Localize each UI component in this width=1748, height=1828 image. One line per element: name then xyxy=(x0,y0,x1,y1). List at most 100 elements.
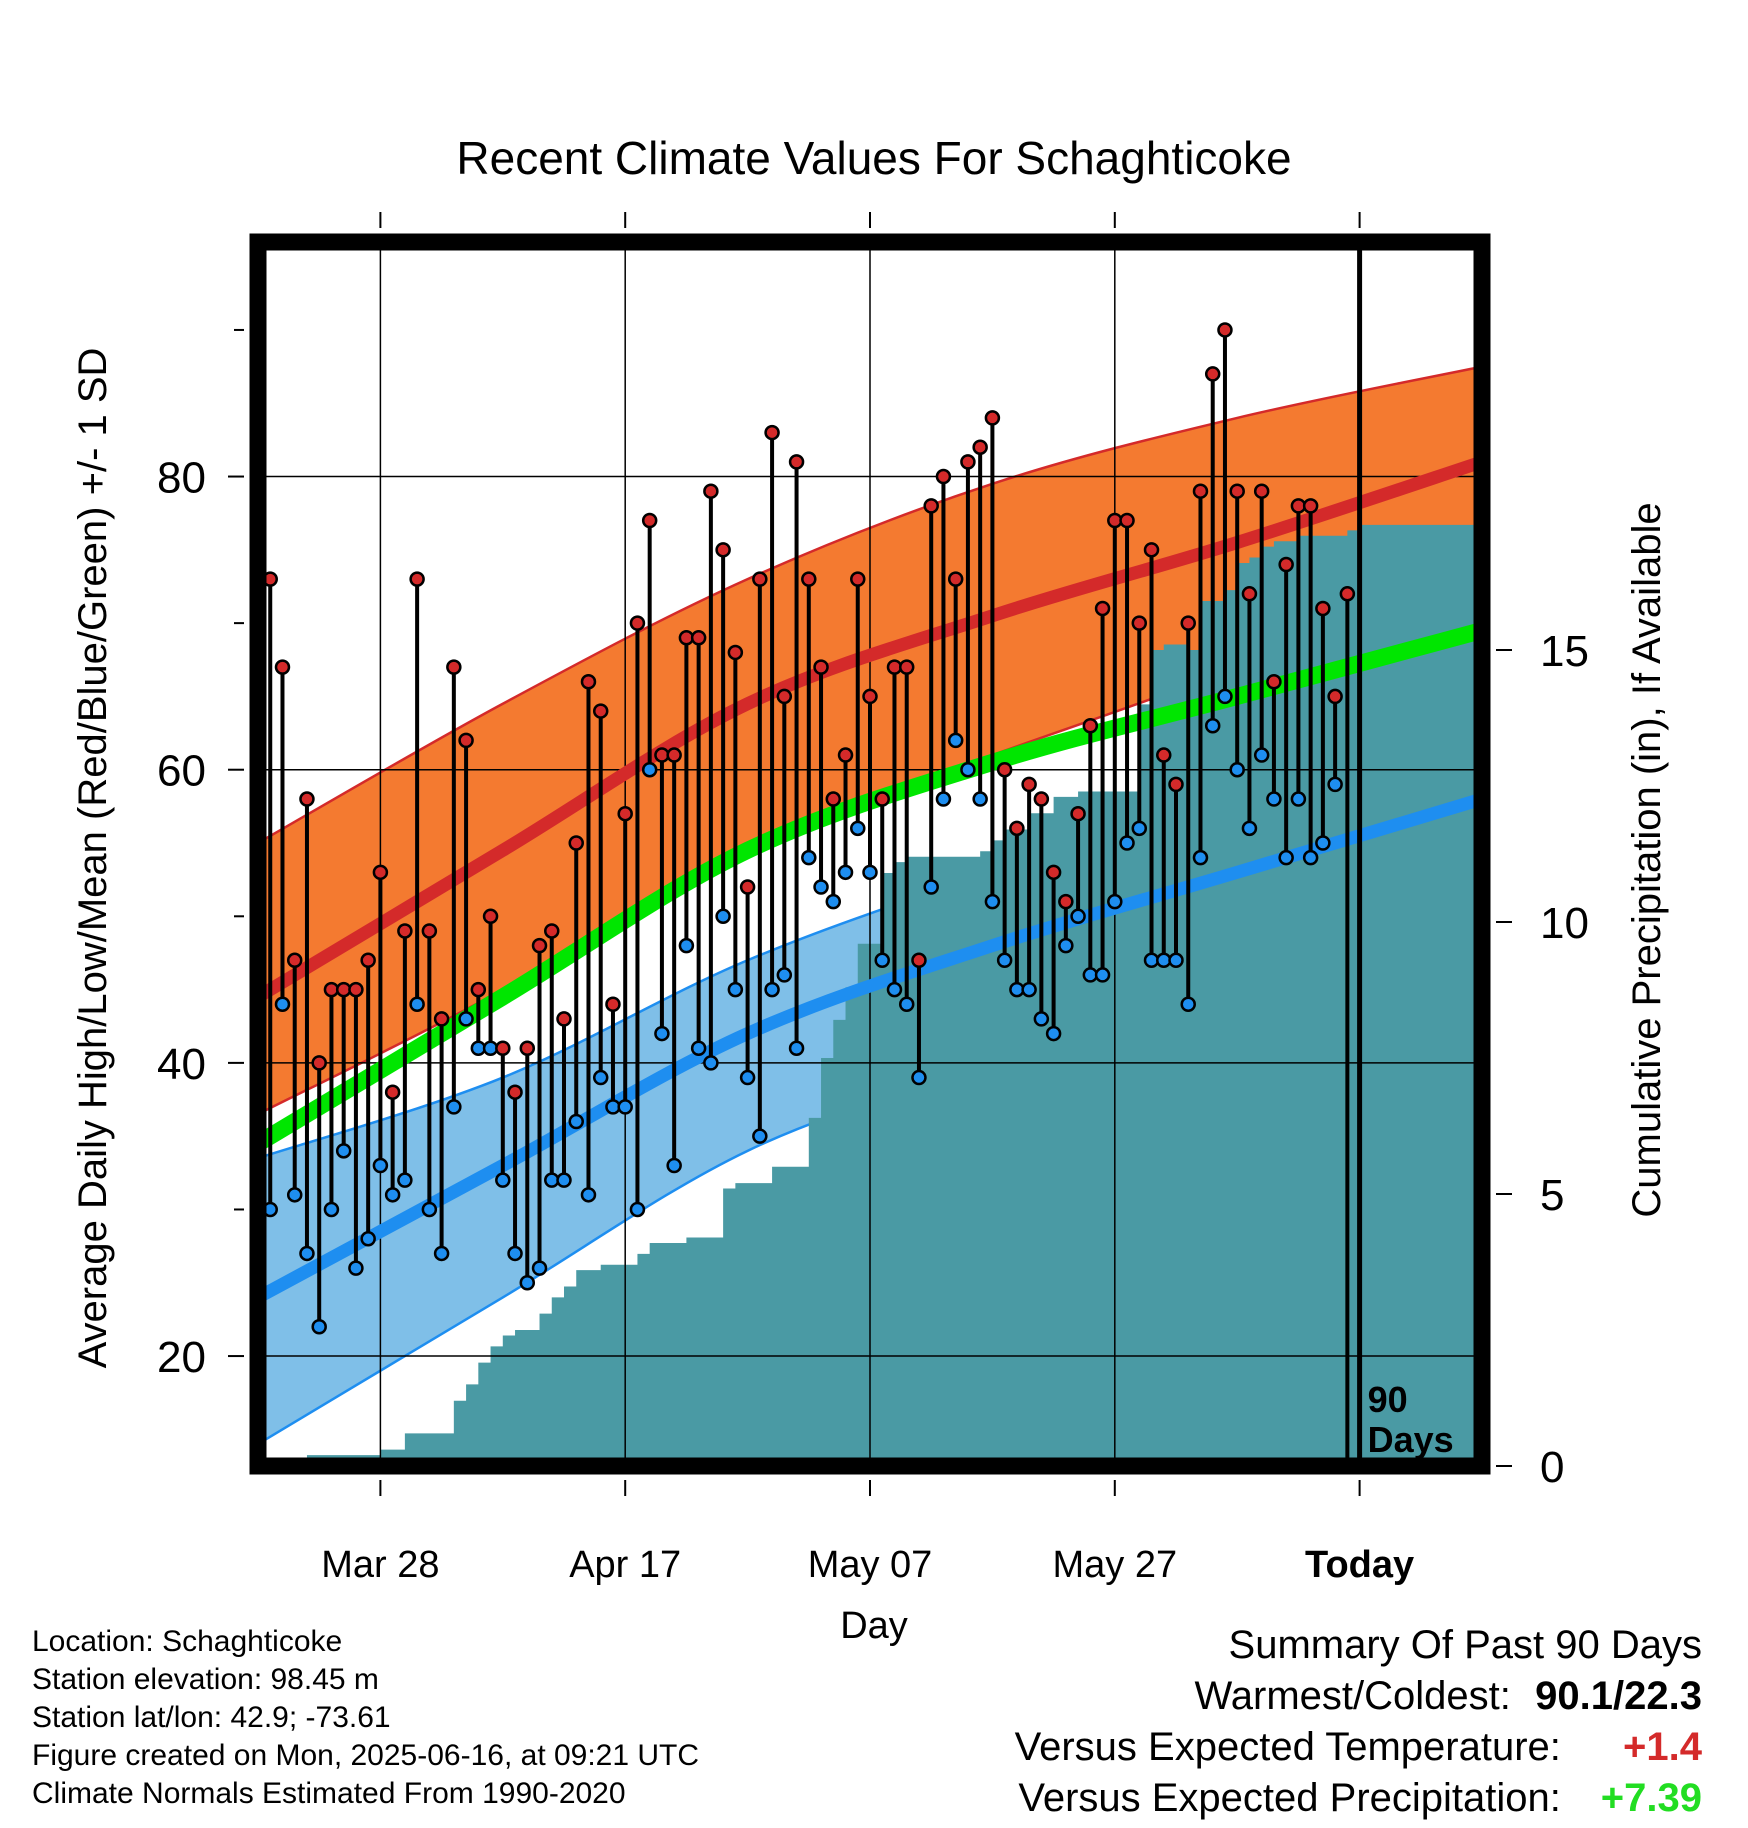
daily-high-point xyxy=(495,1040,511,1056)
precip-anomaly-label: Versus Expected Precipitation: xyxy=(1018,1776,1561,1820)
daily-high-point xyxy=(446,659,462,675)
daily-low-point xyxy=(1045,1025,1062,1042)
daily-low-point xyxy=(996,952,1013,969)
daily-low-point xyxy=(727,981,744,998)
daily-low-point xyxy=(1119,835,1135,851)
daily-low-point xyxy=(862,864,878,881)
normal-low-line xyxy=(254,792,1484,1304)
daily-low-point xyxy=(1315,835,1331,851)
daily-low-point xyxy=(1021,981,1037,998)
daily-high-point xyxy=(776,688,793,705)
daily-high-point xyxy=(360,952,376,969)
daily-low-point xyxy=(507,1245,523,1262)
daily-low-point xyxy=(1278,849,1294,866)
daily-high-point xyxy=(850,571,866,587)
today-days-label: Days xyxy=(1368,1419,1454,1460)
daily-high-point xyxy=(1082,717,1099,734)
latlon-text: Station lat/lon: 42.9; -73.61 xyxy=(32,1701,391,1734)
daily-high-point xyxy=(617,805,633,822)
daily-high-point xyxy=(1192,483,1209,499)
daily-high-point xyxy=(972,439,988,455)
daily-high-point xyxy=(1253,483,1270,499)
daily-low-point xyxy=(1290,791,1307,807)
daily-low-point xyxy=(372,1157,389,1174)
daily-low-point xyxy=(409,996,425,1013)
daily-low-point xyxy=(1229,761,1245,778)
daily-low-point xyxy=(1217,688,1233,705)
daily-low-point xyxy=(935,791,952,807)
daily-low-point xyxy=(641,761,658,778)
daily-high-point xyxy=(837,747,854,763)
x-axis-label: Day xyxy=(840,1605,908,1647)
daily-high-point xyxy=(1217,322,1233,338)
daily-low-point xyxy=(654,1025,670,1042)
daily-low-point xyxy=(1192,849,1209,866)
daily-high-point xyxy=(1241,586,1258,602)
daily-low-point xyxy=(323,1201,340,1218)
daily-low-point xyxy=(801,849,817,866)
y-tick-label: 40 xyxy=(157,1040,206,1089)
daily-high-point xyxy=(592,703,609,719)
daily-low-point xyxy=(397,1172,413,1188)
y2-tick-label: 0 xyxy=(1540,1443,1564,1492)
daily-high-point xyxy=(531,937,548,954)
daily-low-point xyxy=(1253,747,1270,763)
y-tick-label: 20 xyxy=(157,1333,206,1382)
daily-low-point xyxy=(348,1260,364,1276)
daily-high-point xyxy=(1094,600,1111,617)
daily-high-point xyxy=(1143,542,1160,558)
daily-high-point xyxy=(1168,776,1184,793)
daily-low-point xyxy=(984,893,1001,910)
daily-high-point xyxy=(923,498,939,514)
daily-high-point xyxy=(825,791,842,807)
daily-low-point xyxy=(874,952,890,969)
daily-high-point xyxy=(397,923,413,939)
daily-low-point xyxy=(580,1187,597,1203)
daily-low-point xyxy=(568,1113,584,1130)
daily-low-point xyxy=(690,1040,707,1056)
daily-low-point xyxy=(421,1201,438,1218)
station-info: Location: Schaghticoke Station elevation… xyxy=(32,1623,699,1813)
daily-low-point xyxy=(813,879,829,895)
daily-high-point xyxy=(1315,600,1331,617)
daily-low-point xyxy=(274,996,291,1013)
daily-low-point xyxy=(519,1275,536,1291)
daily-high-point xyxy=(996,761,1013,778)
daily-low-point xyxy=(1107,893,1123,910)
created-text: Figure created on Mon, 2025-06-16, at 09… xyxy=(32,1739,700,1772)
daily-low-point xyxy=(1168,952,1184,969)
daily-low-point xyxy=(715,908,731,925)
daily-high-point xyxy=(727,644,744,661)
daily-low-point xyxy=(556,1172,572,1188)
daily-high-point xyxy=(801,571,817,587)
daily-low-point xyxy=(972,791,988,807)
daily-high-point xyxy=(1021,776,1037,793)
daily-low-point xyxy=(1058,937,1074,954)
y2-tick-label: 15 xyxy=(1540,627,1589,676)
daily-high-point xyxy=(1327,688,1343,705)
x-tick-label: Mar 28 xyxy=(321,1544,439,1586)
daily-high-point xyxy=(605,996,621,1013)
daily-low-point xyxy=(1204,717,1221,734)
x-tick-label: May 27 xyxy=(1052,1544,1177,1586)
warmest-coldest-value: 90.1/22.3 xyxy=(1535,1674,1702,1718)
daily-high-point xyxy=(433,1011,450,1027)
y-tick-label: 60 xyxy=(157,747,206,796)
x-tick-label: Apr 17 xyxy=(569,1544,681,1586)
x-tick-label: Today xyxy=(1305,1544,1414,1586)
daily-low-point xyxy=(446,1099,462,1115)
daily-low-point xyxy=(286,1187,303,1203)
daily-low-point xyxy=(898,996,915,1013)
daily-low-point xyxy=(911,1069,927,1086)
daily-low-point xyxy=(1266,791,1282,807)
daily-high-point xyxy=(421,923,438,939)
daily-low-point xyxy=(592,1069,609,1086)
daily-high-point xyxy=(1033,791,1050,807)
temp-anomaly-label: Versus Expected Temperature: xyxy=(1014,1725,1561,1769)
daily-high-point xyxy=(507,1084,523,1100)
daily-high-point xyxy=(764,424,780,441)
daily-high-point xyxy=(568,835,584,851)
daily-high-point xyxy=(544,923,560,939)
daily-low-point xyxy=(923,879,939,895)
daily-low-point xyxy=(360,1231,376,1247)
